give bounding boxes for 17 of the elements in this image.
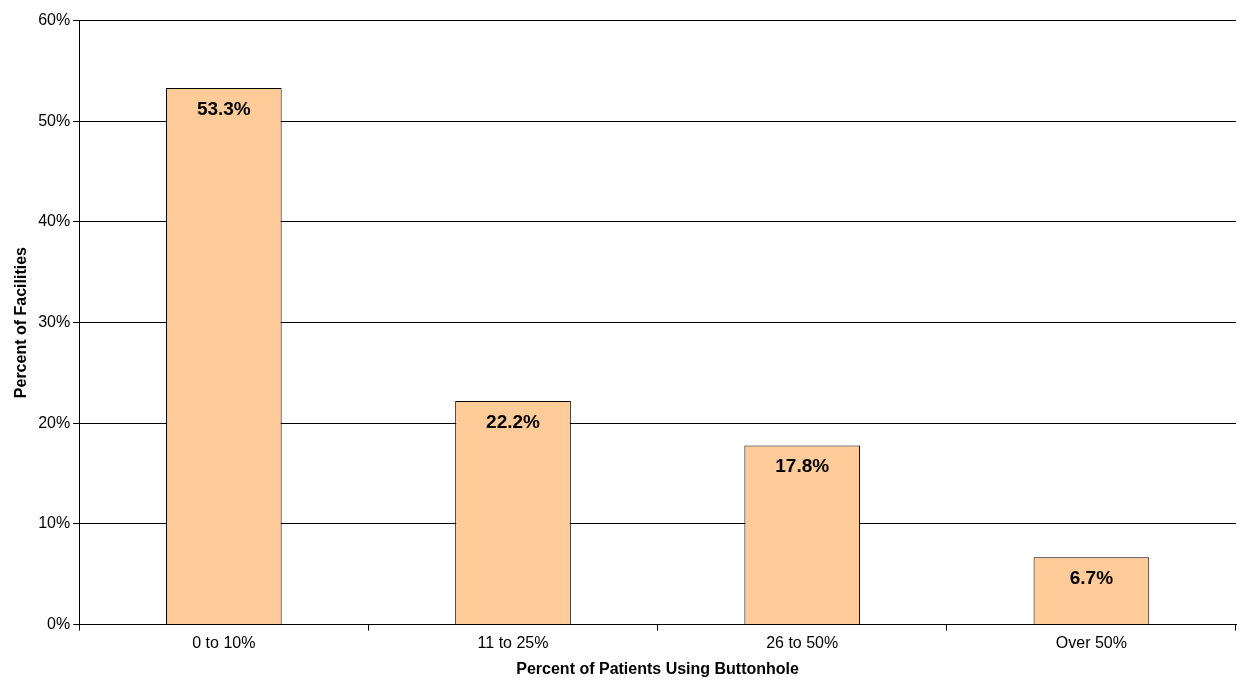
x-tick-label: 26 to 50%: [766, 633, 839, 651]
data-label: 53.3%: [196, 97, 251, 119]
y-tick-label: 50%: [38, 111, 71, 129]
y-tick-label: 60%: [38, 11, 71, 29]
y-tick-label: 0%: [47, 615, 71, 633]
data-label: 6.7%: [1069, 566, 1114, 588]
y-tick-label: 10%: [38, 514, 71, 532]
y-tick-label: 30%: [38, 313, 71, 331]
x-tick-label: Over 50%: [1055, 633, 1127, 651]
x-tick-label: 11 to 25%: [477, 633, 549, 651]
x-axis-title: Percent of Patients Using Buttonhole: [516, 659, 800, 677]
data-label: 17.8%: [775, 455, 830, 477]
x-tick-label: 0 to 10%: [192, 633, 256, 651]
data-label: 22.2%: [486, 410, 541, 432]
y-tick-label: 40%: [38, 212, 71, 230]
y-axis-title: Percent of Facilities: [12, 246, 30, 399]
y-tick-label: 20%: [38, 413, 71, 431]
